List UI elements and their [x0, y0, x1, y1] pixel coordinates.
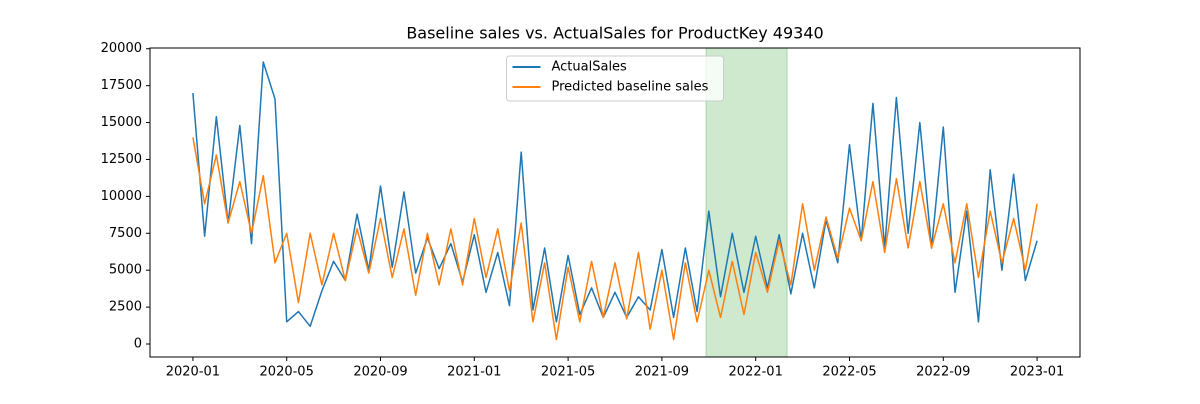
legend-box — [506, 55, 724, 102]
legend-label: ActualSales — [552, 60, 628, 75]
y-tick-label: 7500 — [109, 226, 142, 241]
y-tick-label: 12500 — [101, 152, 142, 167]
x-tick-label: 2021-09 — [635, 365, 689, 380]
x-tick-label: 2022-05 — [822, 365, 876, 380]
x-tick-label: 2021-01 — [447, 365, 501, 380]
y-tick-label: 5000 — [109, 263, 142, 278]
x-tick-label: 2022-01 — [729, 365, 783, 380]
legend: ActualSales Predicted baseline sales — [506, 55, 724, 102]
y-tick-label: 20000 — [101, 41, 142, 56]
series-line — [192, 61, 1038, 328]
series-line — [192, 137, 1038, 341]
y-tick-label: 17500 — [101, 78, 142, 93]
x-tick-label: 2021-05 — [541, 365, 595, 380]
legend-label: Predicted baseline sales — [552, 80, 709, 95]
x-tick-label: 2020-05 — [260, 365, 314, 380]
y-tick-label: 0 — [134, 337, 142, 352]
x-tick-label: 2020-09 — [353, 365, 407, 380]
y-tick-label: 15000 — [101, 115, 142, 130]
y-tick-label: 10000 — [101, 189, 142, 204]
x-tick-label: 2023-01 — [1010, 365, 1064, 380]
chart-title: Baseline sales vs. ActualSales for Produ… — [406, 24, 823, 43]
plot-frame — [149, 47, 1081, 358]
y-tick-label: 2500 — [109, 300, 142, 315]
x-tick-label: 2022-09 — [916, 365, 970, 380]
x-tick-label: 2020-01 — [166, 365, 220, 380]
